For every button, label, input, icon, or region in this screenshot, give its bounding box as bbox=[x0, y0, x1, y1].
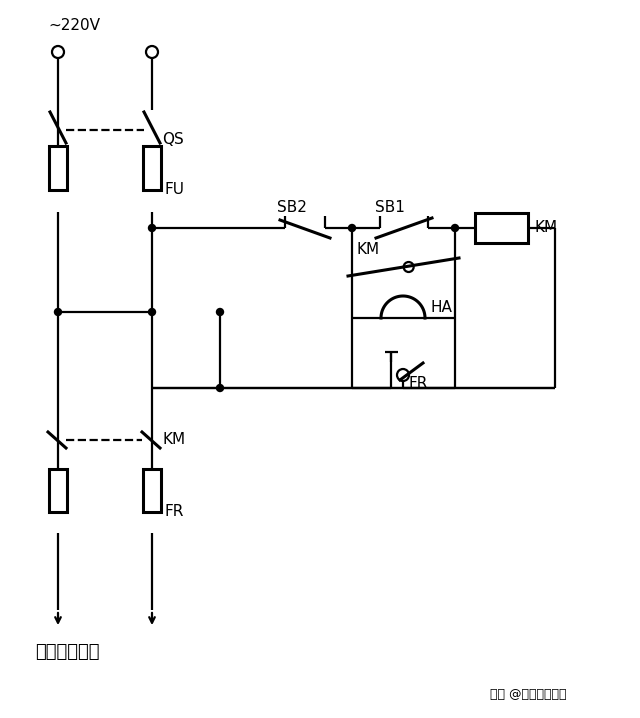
Text: 接进户电源线: 接进户电源线 bbox=[35, 643, 99, 661]
Circle shape bbox=[148, 225, 156, 231]
Bar bbox=[49, 146, 67, 190]
Text: FR: FR bbox=[408, 376, 428, 391]
Text: KM: KM bbox=[534, 220, 557, 236]
Text: 头条 @技成电工课堂: 头条 @技成电工课堂 bbox=[490, 689, 566, 701]
Text: FR: FR bbox=[164, 503, 184, 518]
Circle shape bbox=[451, 225, 458, 231]
Text: HA: HA bbox=[430, 301, 452, 315]
Text: QS: QS bbox=[162, 133, 184, 147]
Circle shape bbox=[349, 225, 355, 231]
Text: SB2: SB2 bbox=[277, 200, 307, 215]
Circle shape bbox=[54, 309, 61, 315]
Circle shape bbox=[216, 385, 223, 391]
Bar bbox=[143, 146, 161, 190]
Text: SB1: SB1 bbox=[375, 200, 405, 215]
Bar bbox=[49, 469, 67, 511]
Circle shape bbox=[216, 309, 223, 315]
Circle shape bbox=[148, 309, 156, 315]
Bar bbox=[143, 469, 161, 511]
Text: FU: FU bbox=[164, 182, 184, 197]
Text: KM: KM bbox=[162, 432, 185, 447]
Text: ~220V: ~220V bbox=[48, 18, 100, 33]
Text: KM: KM bbox=[357, 243, 380, 258]
Bar bbox=[474, 213, 527, 243]
